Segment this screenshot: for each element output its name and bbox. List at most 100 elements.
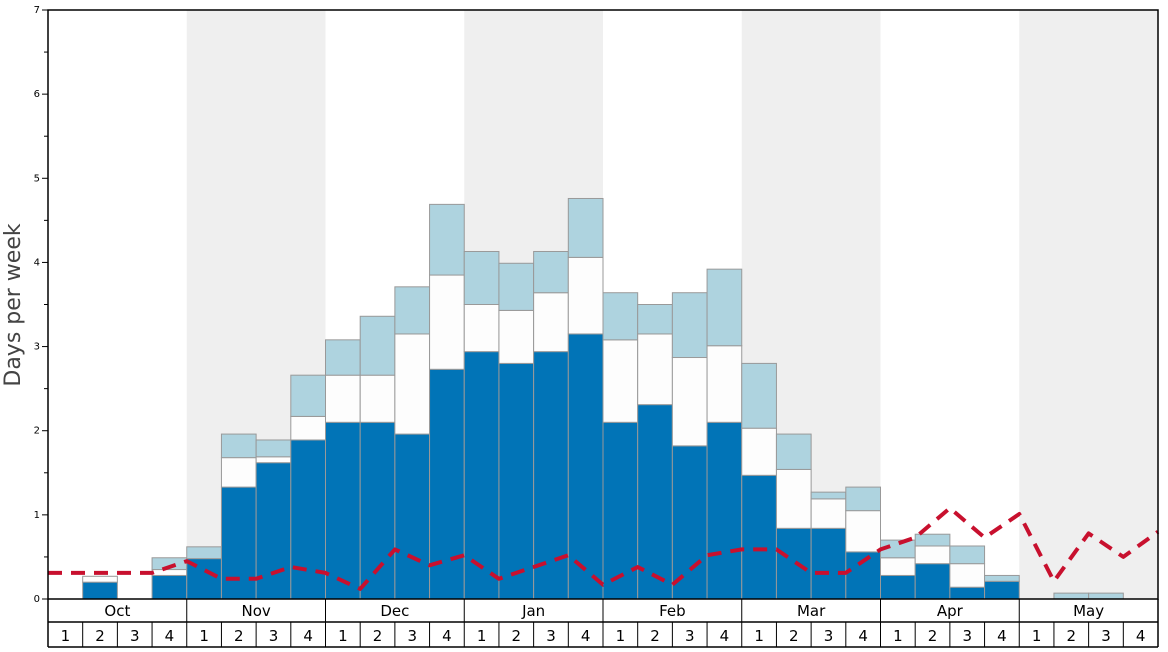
bar-segment-w28-s1 bbox=[984, 580, 1020, 600]
y-tick-label: 7 bbox=[34, 5, 40, 16]
week-label: 2 bbox=[1067, 627, 1077, 645]
bar-segment-w27-s1 bbox=[949, 586, 986, 600]
month-label-may: May bbox=[1073, 602, 1104, 620]
month-label-nov: Nov bbox=[241, 602, 270, 620]
bar-segment-w17-s3 bbox=[602, 292, 639, 341]
bar-segment-w18-s2 bbox=[637, 333, 673, 406]
week-label: 2 bbox=[373, 627, 383, 645]
week-label: 3 bbox=[962, 627, 972, 645]
bar-segment-w9-s1 bbox=[325, 421, 361, 600]
week-label: 3 bbox=[1101, 627, 1111, 645]
bar-segment-w12-s2 bbox=[429, 274, 465, 370]
bar-segment-w12-s3 bbox=[429, 203, 465, 276]
week-label: 2 bbox=[928, 627, 938, 645]
week-label: 4 bbox=[720, 627, 730, 645]
bar-segment-w15-s2 bbox=[533, 292, 569, 353]
bar-segment-w15-s1 bbox=[533, 351, 569, 600]
month-label-jan: Jan bbox=[521, 602, 545, 620]
bar-segment-w22-s3 bbox=[775, 433, 812, 470]
week-label: 2 bbox=[650, 627, 660, 645]
bar-segment-w16-s1 bbox=[567, 333, 604, 600]
bar-segment-w25-s2 bbox=[880, 557, 916, 576]
bar-segment-w19-s2 bbox=[671, 357, 708, 447]
week-label: 2 bbox=[234, 627, 244, 645]
week-label: 4 bbox=[1136, 627, 1146, 645]
bar-segment-w6-s3 bbox=[220, 433, 257, 459]
y-tick-label: 5 bbox=[34, 173, 40, 184]
bar-segment-w13-s3 bbox=[463, 250, 500, 306]
week-label: 3 bbox=[824, 627, 834, 645]
week-label: 4 bbox=[442, 627, 452, 645]
week-label: 2 bbox=[95, 627, 105, 645]
bar-segment-w23-s2 bbox=[810, 498, 847, 529]
month-label-dec: Dec bbox=[380, 602, 409, 620]
bar-segment-w27-s2 bbox=[949, 563, 986, 588]
bar-segment-w10-s3 bbox=[359, 315, 396, 376]
bar-segment-w17-s1 bbox=[602, 421, 639, 600]
bar-segment-w7-s2 bbox=[255, 456, 292, 464]
week-label: 1 bbox=[1032, 627, 1042, 645]
bar-segment-w10-s2 bbox=[359, 374, 396, 423]
bar-segment-w17-s2 bbox=[602, 339, 639, 423]
bar-segment-w10-s1 bbox=[359, 421, 396, 600]
week-label: 1 bbox=[338, 627, 348, 645]
bar-segment-w16-s3 bbox=[567, 197, 604, 258]
bar-segment-w24-s2 bbox=[845, 510, 881, 553]
bar-segment-w14-s2 bbox=[498, 309, 535, 364]
week-label: 4 bbox=[858, 627, 868, 645]
week-label: 3 bbox=[685, 627, 695, 645]
bar-segment-w6-s1 bbox=[220, 486, 257, 600]
bar-segment-w25-s1 bbox=[880, 574, 916, 600]
line-series bbox=[48, 506, 1160, 591]
bar-segment-w26-s1 bbox=[914, 563, 951, 600]
y-axis-ticks: 0 1 2 3 4 5 6 7 bbox=[34, 5, 48, 605]
month-label-oct: Oct bbox=[104, 602, 130, 620]
bar-segment-w22-s1 bbox=[775, 527, 812, 600]
week-label: 3 bbox=[407, 627, 417, 645]
bar-segment-w18-s3 bbox=[637, 304, 673, 335]
bar-segment-w19-s1 bbox=[671, 445, 708, 600]
week-label: 4 bbox=[581, 627, 591, 645]
bar-segment-w7-s3 bbox=[255, 439, 292, 458]
bar-segment-w21-s1 bbox=[741, 474, 777, 600]
y-axis-label: Days per week bbox=[1, 223, 26, 386]
week-label: 4 bbox=[165, 627, 175, 645]
bar-segment-w23-s1 bbox=[810, 527, 847, 600]
bar-segment-w14-s1 bbox=[498, 362, 535, 600]
bar-segment-w14-s3 bbox=[498, 262, 535, 311]
bar-segment-w31-s3 bbox=[1088, 592, 1124, 600]
week-label: 3 bbox=[269, 627, 279, 645]
bar-segment-w11-s2 bbox=[394, 333, 431, 435]
bar-segment-w28-s3 bbox=[984, 574, 1020, 582]
y-tick-label: 4 bbox=[34, 257, 40, 268]
month-band-may bbox=[1019, 10, 1158, 599]
week-label: 4 bbox=[303, 627, 313, 645]
bar-segment-w30-s3 bbox=[1053, 592, 1090, 600]
bar-segment-w8-s1 bbox=[290, 439, 326, 600]
bar-segment-w27-s3 bbox=[949, 545, 986, 565]
bar-segment-w16-s2 bbox=[567, 256, 604, 335]
bar-segment-w6-s2 bbox=[220, 457, 257, 488]
bar-segment-w15-s3 bbox=[533, 250, 569, 294]
bar-segment-w19-s3 bbox=[671, 292, 708, 359]
dashed-line-series-1 bbox=[48, 506, 1160, 591]
week-label: 2 bbox=[789, 627, 799, 645]
bar-segment-w2-s2 bbox=[82, 575, 118, 583]
y-tick-label: 2 bbox=[34, 426, 40, 437]
bar-segment-w11-s1 bbox=[394, 433, 431, 600]
bar-segment-w20-s2 bbox=[706, 345, 743, 423]
month-label-feb: Feb bbox=[659, 602, 686, 620]
month-label-apr: Apr bbox=[937, 602, 964, 620]
week-label: 1 bbox=[477, 627, 487, 645]
week-label: 3 bbox=[546, 627, 556, 645]
y-tick-label: 6 bbox=[34, 89, 40, 100]
week-label: 2 bbox=[512, 627, 522, 645]
bar-segment-w4-s1 bbox=[151, 574, 188, 600]
week-label: 4 bbox=[997, 627, 1007, 645]
bar-segment-w26-s3 bbox=[914, 533, 951, 547]
bar-segment-w24-s3 bbox=[845, 486, 881, 512]
bar-segment-w8-s3 bbox=[290, 374, 326, 417]
bar-segment-w9-s3 bbox=[325, 339, 361, 376]
